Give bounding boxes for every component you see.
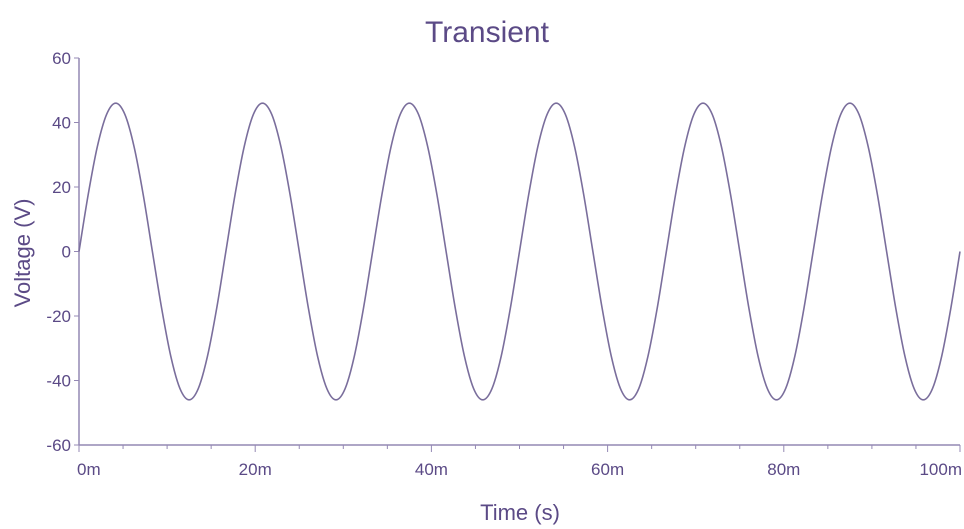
y-tick-label: -40 [46, 372, 71, 391]
x-tick-label: 80m [767, 460, 800, 479]
y-tick-label: -20 [46, 307, 71, 326]
x-ticks: 0m 20m 40m 60m 80m 100m [77, 445, 962, 479]
y-tick-label: -60 [46, 436, 71, 455]
x-tick-label: 0m [77, 460, 101, 479]
y-tick-label: 0 [62, 243, 71, 262]
chart-title: Transient [425, 16, 550, 49]
voltage-series-line [78, 102, 961, 401]
x-tick-label: 100m [919, 460, 962, 479]
x-tick-label: 20m [239, 460, 272, 479]
x-tick-label: 60m [591, 460, 624, 479]
y-tick-label: 40 [52, 114, 71, 133]
y-tick-label: 20 [52, 178, 71, 197]
series-group [78, 102, 961, 401]
y-tick-label: 60 [52, 49, 71, 68]
x-tick-label: 40m [415, 460, 448, 479]
y-ticks: 60 40 20 0 -20 -40 -60 [46, 49, 79, 455]
y-axis-label: Voltage (V) [10, 199, 35, 308]
x-axis-label: Time (s) [480, 500, 560, 525]
